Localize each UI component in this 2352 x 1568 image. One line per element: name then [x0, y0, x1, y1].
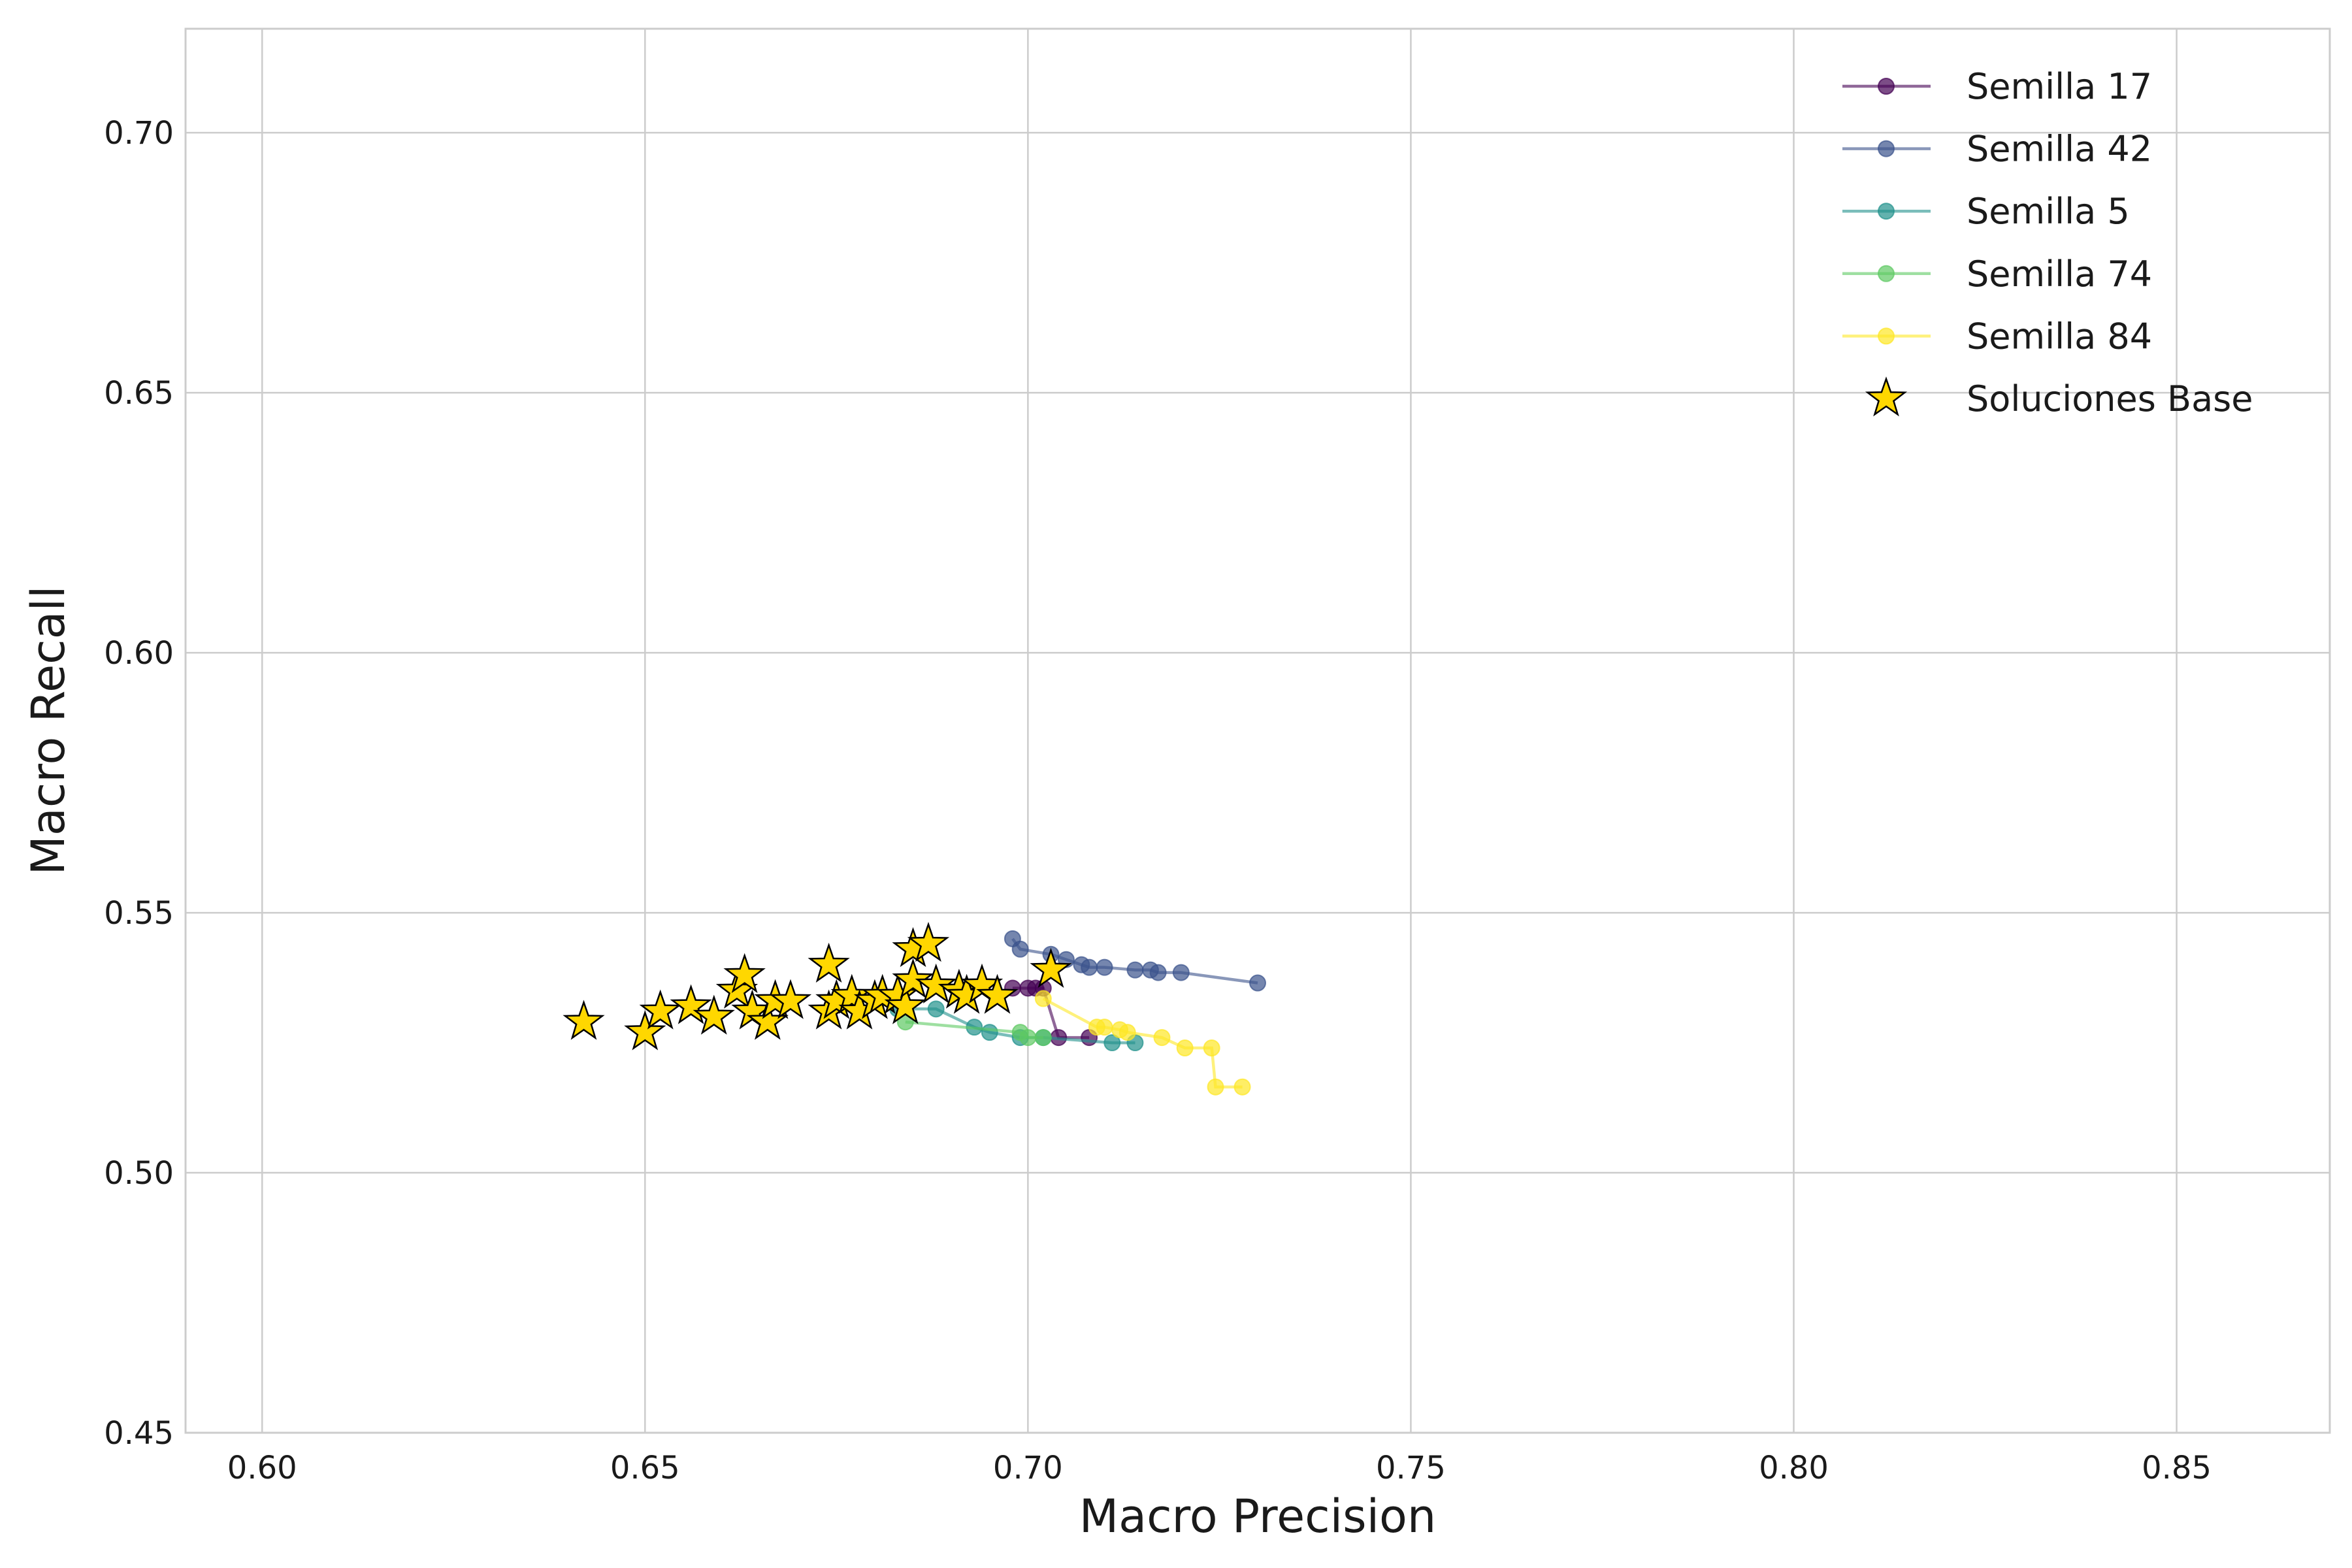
base-solution-star	[976, 973, 1019, 1014]
data-point	[1207, 1078, 1224, 1096]
x-tick-label: 0.60	[227, 1450, 297, 1486]
base-solution-star	[808, 942, 850, 983]
legend: Semilla 17 Semilla 42 Semilla 5 Semilla 74 S…	[1842, 66, 2253, 419]
legend-star-swatch	[1865, 376, 1908, 417]
y-tick-label: 0.50	[104, 1155, 174, 1192]
base-solution-star	[693, 994, 735, 1035]
legend-marker-swatch	[1878, 140, 1895, 157]
legend-label: Semilla 84	[1967, 316, 2152, 357]
legend-marker-swatch	[1878, 265, 1895, 282]
x-axis-title: Macro Precision	[1079, 1490, 1436, 1543]
data-point	[1126, 961, 1144, 979]
data-point	[1096, 958, 1113, 976]
series-2	[1004, 930, 1266, 992]
data-point	[1019, 1029, 1037, 1047]
data-point	[1176, 1039, 1194, 1057]
x-tick-label: 0.80	[1759, 1450, 1829, 1486]
base-solution-star	[670, 984, 712, 1024]
y-tick-label: 0.70	[104, 115, 174, 152]
base-solution-star	[723, 953, 766, 993]
data-point	[927, 1000, 945, 1018]
data-point	[1249, 974, 1266, 992]
legend-item: Semilla 84	[1842, 316, 2152, 357]
legend-item: Soluciones Base	[1865, 376, 2253, 419]
base-solution-star	[1030, 947, 1072, 988]
x-tick-label: 0.65	[610, 1450, 680, 1486]
legend-item: Semilla 74	[1842, 253, 2152, 295]
legend-item: Semilla 5	[1842, 191, 2130, 232]
base-solutions-group	[563, 921, 1072, 1051]
base-solution-star	[884, 984, 926, 1024]
x-tick-label: 0.70	[993, 1450, 1063, 1486]
legend-label: Semilla 17	[1967, 66, 2152, 107]
data-point	[1096, 1019, 1113, 1036]
legend-item: Semilla 42	[1842, 129, 2152, 170]
series-4	[896, 1013, 1052, 1047]
base-solution-star	[563, 1000, 605, 1040]
data-point	[1103, 1034, 1121, 1052]
y-tick-label: 0.55	[104, 895, 174, 932]
data-point	[1233, 1078, 1251, 1096]
y-tick-label: 0.45	[104, 1415, 174, 1452]
base-solution-star	[624, 1010, 666, 1051]
x-axis-ticks: 0.60 0.65 0.70 0.75 0.80 0.85	[227, 1450, 2212, 1486]
y-axis-title: Macro Recall	[22, 586, 75, 875]
data-point	[1172, 964, 1190, 981]
series-group	[889, 930, 1266, 1096]
data-point	[1034, 1029, 1052, 1047]
data-point	[1011, 940, 1029, 958]
y-tick-label: 0.65	[104, 375, 174, 412]
legend-marker-swatch	[1878, 327, 1895, 345]
base-solution-star	[639, 989, 681, 1030]
data-point	[981, 1024, 998, 1041]
legend-label: Semilla 74	[1967, 253, 2152, 295]
plot-background	[186, 29, 2330, 1433]
data-point	[1203, 1039, 1220, 1057]
x-tick-label: 0.75	[1376, 1450, 1446, 1486]
data-point	[1153, 1029, 1171, 1047]
legend-label: Semilla 42	[1967, 129, 2152, 170]
y-axis-ticks: 0.45 0.50 0.55 0.60 0.65 0.70	[104, 115, 174, 1452]
plot-frame	[184, 27, 2331, 1434]
legend-marker-swatch	[1878, 203, 1895, 220]
base-solution-star	[907, 921, 950, 962]
series-5	[1034, 990, 1251, 1096]
legend-marker-swatch	[1878, 78, 1895, 95]
legend-item: Semilla 17	[1842, 66, 2152, 107]
data-point	[1034, 990, 1052, 1007]
y-tick-label: 0.60	[104, 635, 174, 672]
base-solution-star	[915, 963, 957, 1004]
x-tick-label: 0.85	[2142, 1450, 2212, 1486]
data-point	[1149, 964, 1167, 981]
base-solution-star	[769, 979, 812, 1019]
data-point	[1119, 1024, 1136, 1041]
base-solution-star	[892, 958, 934, 998]
data-point	[1081, 958, 1098, 976]
legend-label: Soluciones Base	[1967, 378, 2253, 419]
legend-label: Semilla 5	[1967, 191, 2130, 232]
